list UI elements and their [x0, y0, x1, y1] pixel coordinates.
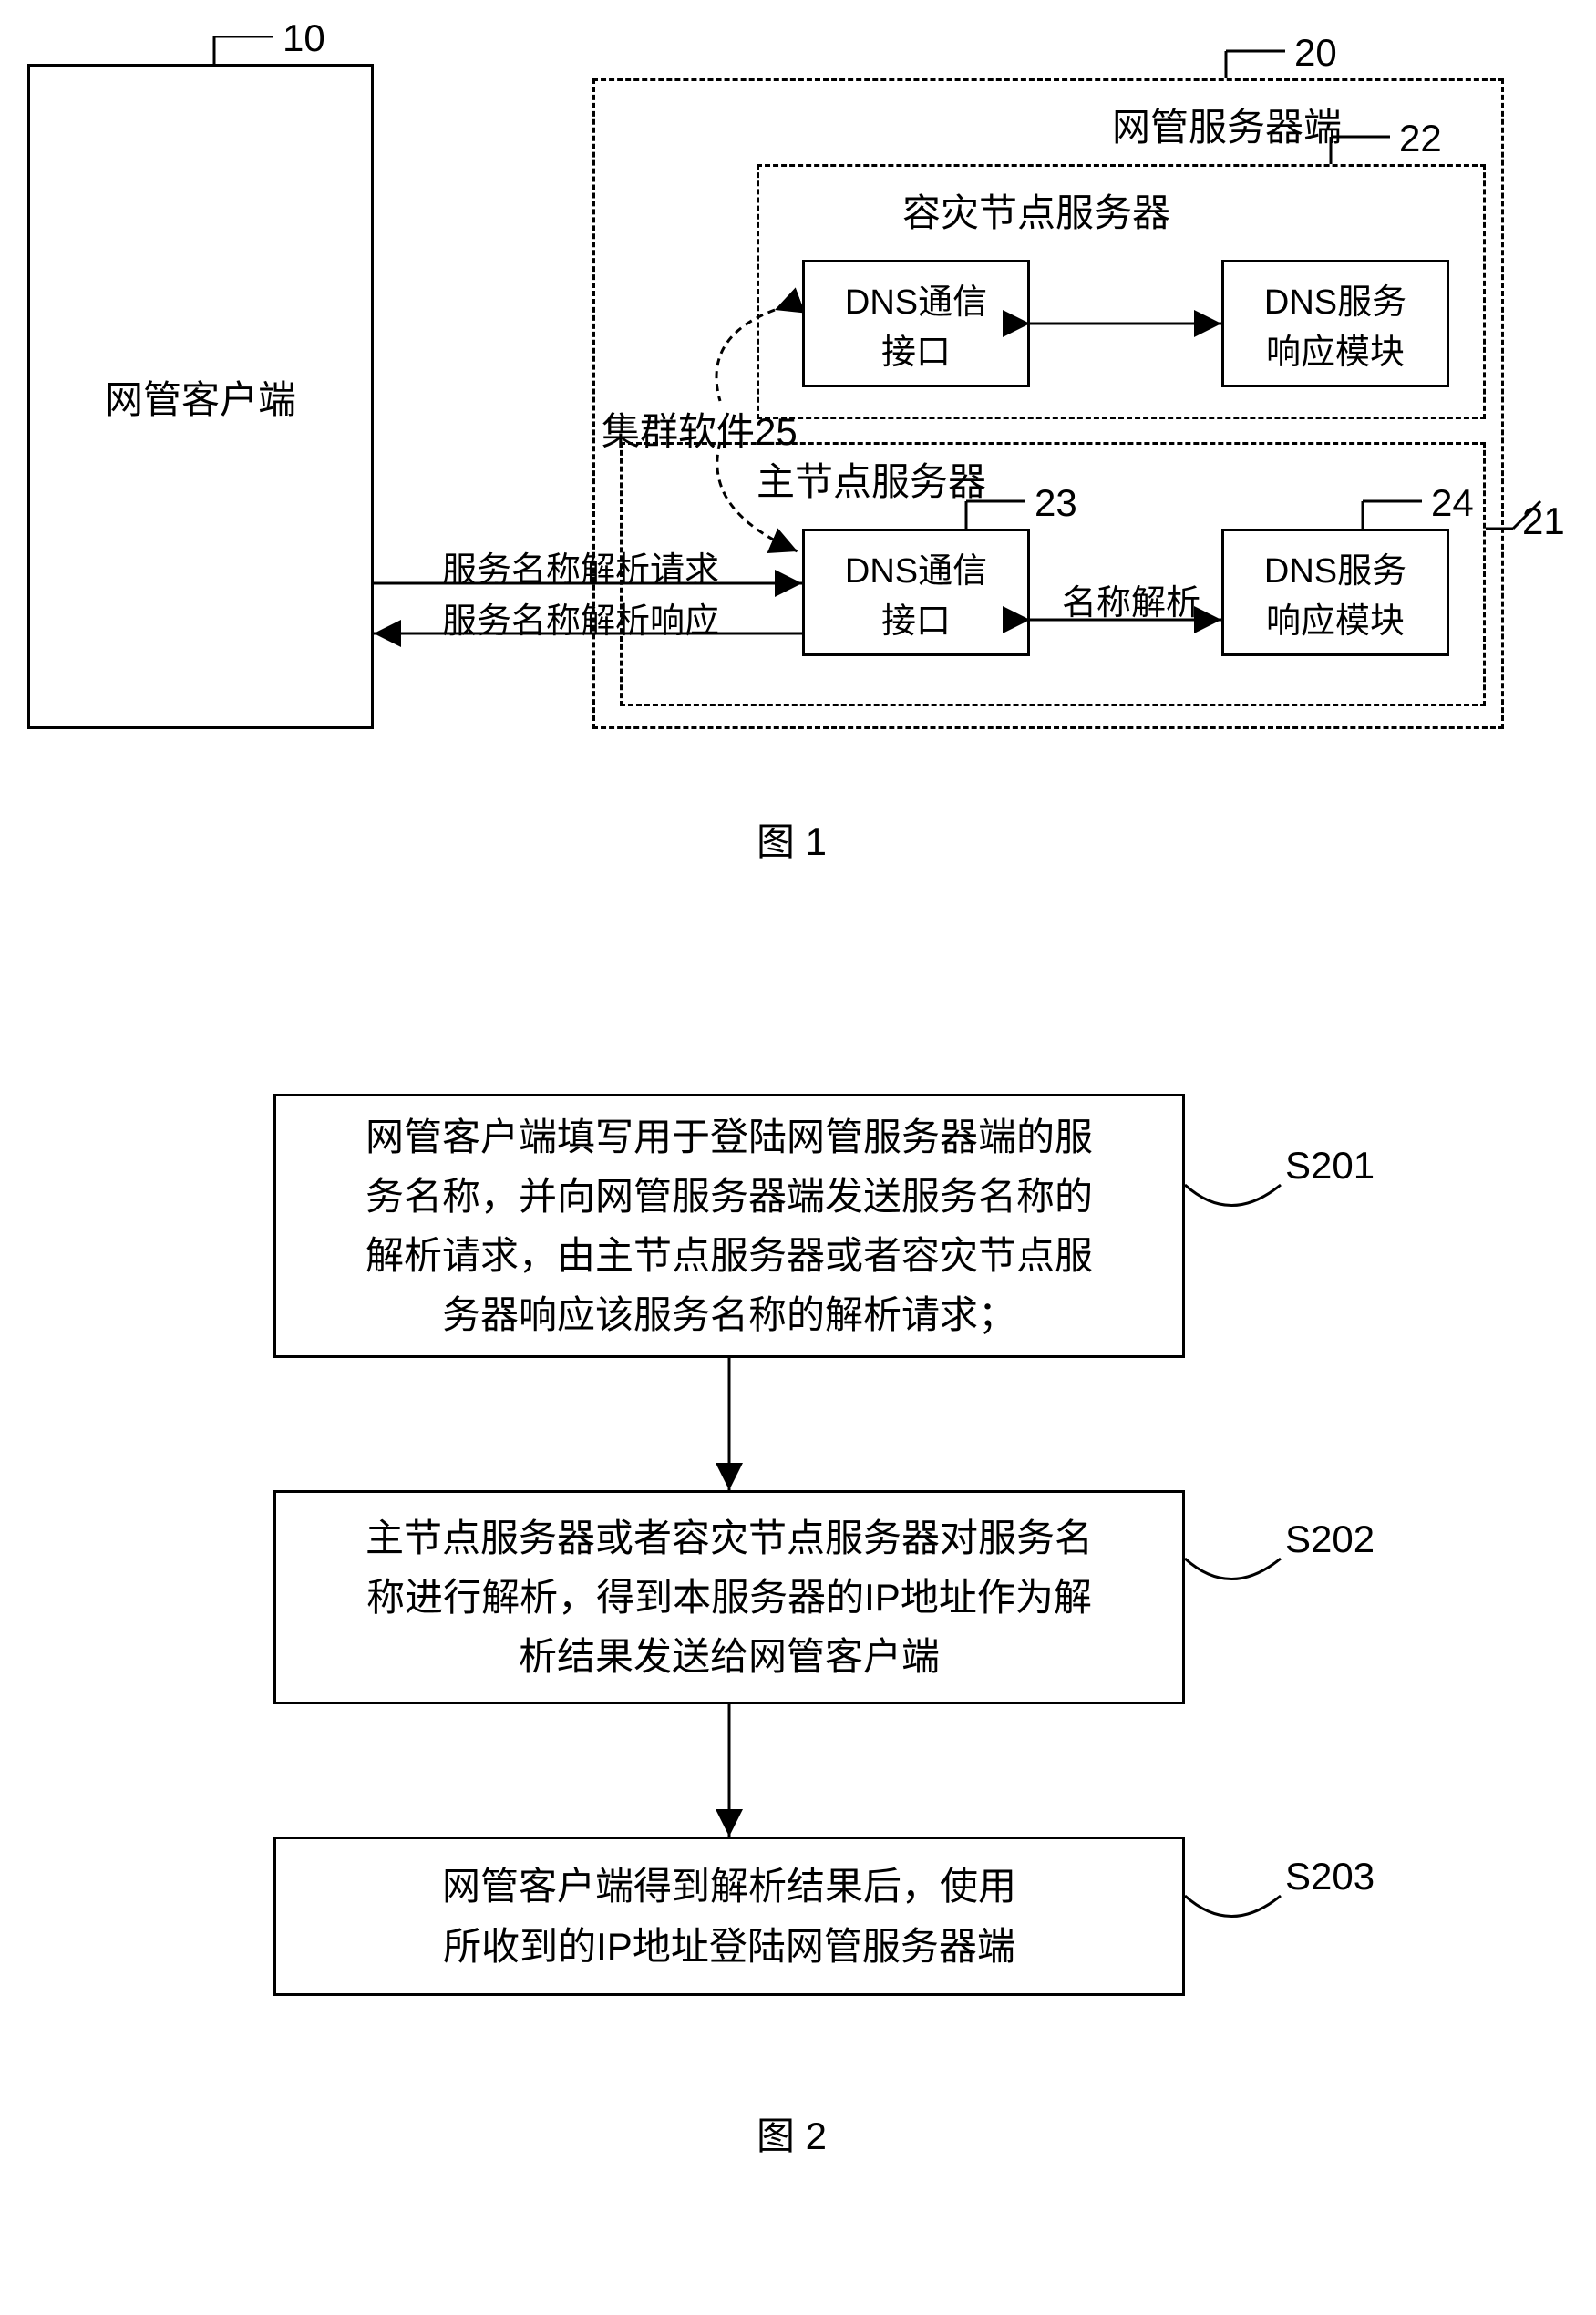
s201-text: 网管客户端填写用于登陆网管服务器端的服 务名称，并向网管服务器端发送服务名称的 …	[366, 1107, 1093, 1344]
cluster-label: 集群软件25	[602, 401, 798, 457]
dr-dns-comm-text: DNS通信 接口	[845, 273, 987, 374]
resp-label: 服务名称解析响应	[442, 592, 719, 643]
s202-text: 主节点服务器或者容灾节点服务器对服务名 称进行解析，得到本服务器的IP地址作为解…	[366, 1508, 1093, 1686]
s201-box: 网管客户端填写用于登陆网管服务器端的服 务名称，并向网管服务器端发送服务名称的 …	[273, 1094, 1185, 1358]
name-parse-label: 名称解析	[1062, 574, 1200, 624]
main-dns-resp: DNS服务 响应模块	[1221, 529, 1449, 656]
dr-dns-comm: DNS通信 接口	[802, 260, 1030, 387]
req-label: 服务名称解析请求	[442, 541, 719, 592]
ref-10: 10	[283, 16, 325, 60]
fig1-caption: 图 1	[757, 811, 827, 867]
diagram-canvas: 10 20 22 23 24 21 网管客户端 网管服务器端 容灾节点服务器 D…	[27, 36, 1568, 2279]
s202-ref: S202	[1285, 1518, 1375, 1561]
ref-20: 20	[1294, 31, 1337, 75]
dr-server-label: 容灾节点服务器	[902, 182, 1170, 238]
client-label: 网管客户端	[105, 369, 296, 425]
main-dns-comm-text: DNS通信 接口	[845, 542, 987, 643]
server-label: 网管服务器端	[1112, 97, 1342, 152]
fig2-caption: 图 2	[757, 2105, 827, 2161]
main-dns-comm: DNS通信 接口	[802, 529, 1030, 656]
dr-dns-resp-text: DNS服务 响应模块	[1264, 273, 1406, 374]
s201-ref: S201	[1285, 1144, 1375, 1188]
s203-ref: S203	[1285, 1855, 1375, 1898]
client-box: 网管客户端	[27, 64, 374, 729]
s203-box: 网管客户端得到解析结果后，使用 所收到的IP地址登陆网管服务器端	[273, 1837, 1185, 1996]
ref-21: 21	[1522, 499, 1565, 543]
s203-text: 网管客户端得到解析结果后，使用 所收到的IP地址登陆网管服务器端	[442, 1857, 1016, 1975]
dr-dns-resp: DNS服务 响应模块	[1221, 260, 1449, 387]
s202-box: 主节点服务器或者容灾节点服务器对服务名 称进行解析，得到本服务器的IP地址作为解…	[273, 1490, 1185, 1704]
main-server-label: 主节点服务器	[757, 451, 986, 507]
main-dns-resp-text: DNS服务 响应模块	[1264, 542, 1406, 643]
